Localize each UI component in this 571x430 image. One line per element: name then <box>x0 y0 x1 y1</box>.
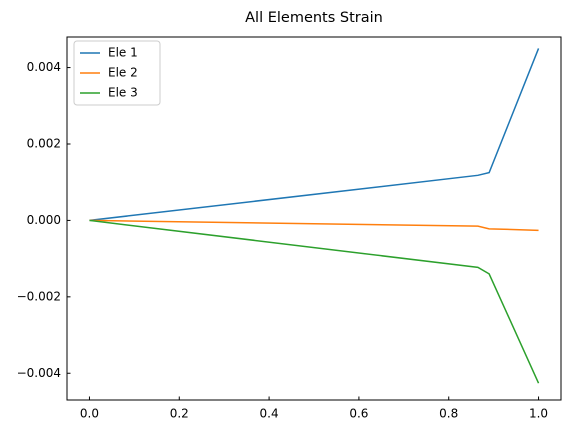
series-line <box>89 219 540 384</box>
x-tick-label: 0.2 <box>170 407 189 421</box>
series-line <box>89 219 539 232</box>
x-tick-label: 1.0 <box>529 407 548 421</box>
y-tick-label: 0.004 <box>27 60 61 74</box>
y-tick-label: 0.000 <box>27 213 61 227</box>
x-tick-label: 0.6 <box>349 407 368 421</box>
legend-box <box>73 40 161 106</box>
y-tick-label: −0.002 <box>17 289 61 303</box>
y-tick-label: 0.002 <box>27 136 61 150</box>
plot-frame <box>66 36 562 401</box>
legend-label: Ele 1 <box>108 46 138 60</box>
chart-title: All Elements Strain <box>245 10 383 26</box>
x-tick-label: 0.8 <box>439 407 458 421</box>
legend-label: Ele 3 <box>108 86 138 100</box>
y-tick-label: −0.004 <box>17 366 61 380</box>
legend-label: Ele 2 <box>108 66 138 80</box>
x-tick-label: 0.0 <box>80 407 99 421</box>
series-line <box>89 48 540 222</box>
x-tick-label: 0.4 <box>260 407 279 421</box>
